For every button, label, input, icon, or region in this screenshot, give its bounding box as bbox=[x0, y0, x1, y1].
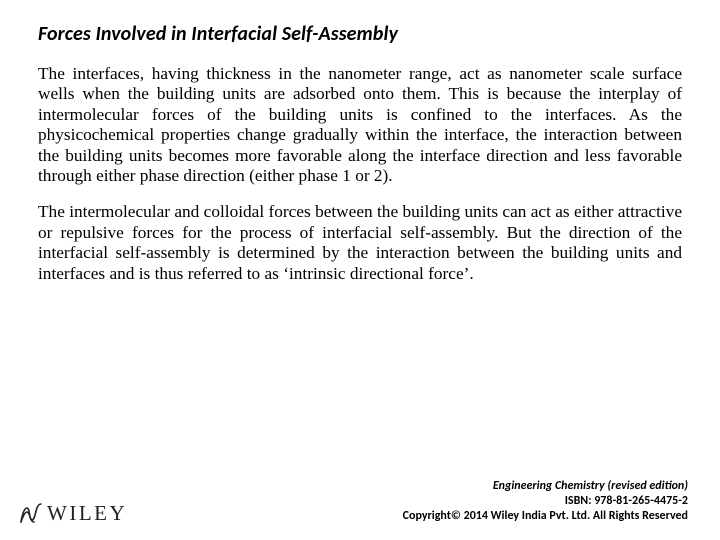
footer-block: Engineering Chemistry (revised edition) … bbox=[403, 479, 688, 524]
wiley-mark-icon bbox=[18, 500, 44, 526]
publisher-logo: WILEY bbox=[18, 500, 127, 526]
footer-isbn: ISBN: 978-81-265-4475-2 bbox=[403, 494, 688, 509]
body-paragraph-1: The interfaces, having thickness in the … bbox=[38, 64, 682, 186]
body-paragraph-2: The intermolecular and colloidal forces … bbox=[38, 202, 682, 284]
footer-copyright: Copyright© 2014 Wiley India Pvt. Ltd. Al… bbox=[403, 509, 688, 524]
footer-book-title: Engineering Chemistry (revised edition) bbox=[403, 479, 688, 494]
page-container: Forces Involved in Interfacial Self-Asse… bbox=[0, 0, 720, 540]
section-heading: Forces Involved in Interfacial Self-Asse… bbox=[38, 22, 682, 46]
publisher-logo-text: WILEY bbox=[47, 501, 127, 526]
